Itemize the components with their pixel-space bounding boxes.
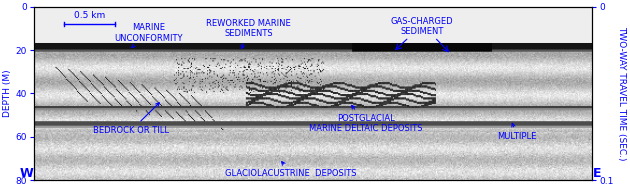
Text: GLACIOLACUSTRINE  DEPOSITS: GLACIOLACUSTRINE DEPOSITS	[225, 162, 357, 178]
Y-axis label: DEPTH (M): DEPTH (M)	[4, 70, 13, 117]
Text: E: E	[593, 167, 601, 180]
Text: 0.5 km: 0.5 km	[74, 11, 105, 20]
Text: MULTIPLE: MULTIPLE	[497, 123, 536, 141]
Text: BEDROCK OR TILL: BEDROCK OR TILL	[93, 103, 169, 135]
Text: GAS-CHARGED
SEDIMENT: GAS-CHARGED SEDIMENT	[391, 17, 453, 36]
Text: MARINE
UNCONFORMITY: MARINE UNCONFORMITY	[114, 23, 183, 48]
Text: REWORKED MARINE
SEDIMENTS: REWORKED MARINE SEDIMENTS	[206, 19, 291, 49]
Text: POSTGLACIAL
MARINE DELTAIC DEPOSITS: POSTGLACIAL MARINE DELTAIC DEPOSITS	[309, 105, 423, 133]
Text: W: W	[20, 167, 33, 180]
Y-axis label: TWO-WAY TRAVEL TIME (SEC.): TWO-WAY TRAVEL TIME (SEC.)	[617, 26, 626, 161]
